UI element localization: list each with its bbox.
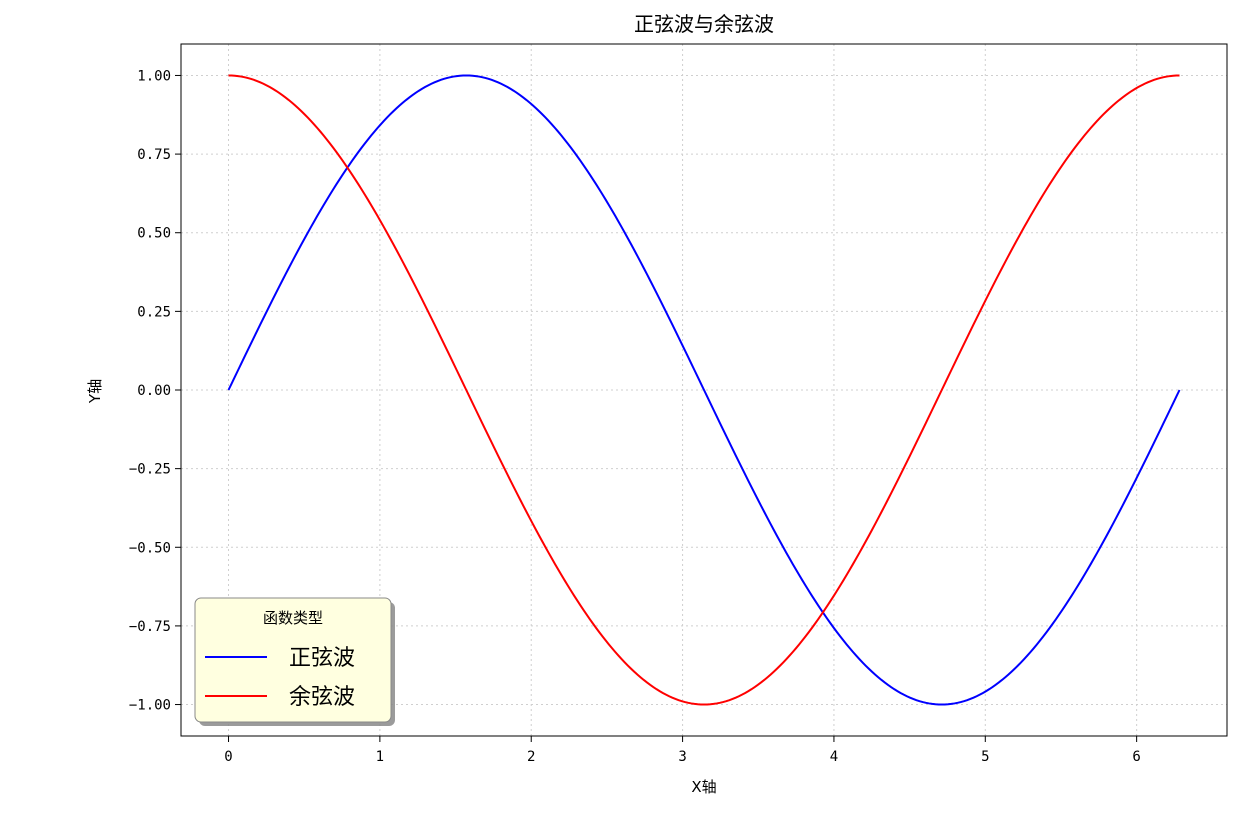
y-tick-label: −0.50 — [129, 540, 171, 556]
plot-lines — [227, 74, 1181, 706]
x-tick-label: 4 — [830, 749, 838, 765]
y-axis: 1.00 0.75 0.50 0.25 0.00 −0.25 −0.50 −0.75 −1.00 — [129, 68, 181, 714]
legend-label-sine: 正弦波 — [289, 646, 355, 671]
legend: 函数类型 正弦波 余弦波 — [194, 597, 395, 726]
y-tick-label: −0.25 — [129, 462, 171, 478]
y-tick-label: 0.50 — [137, 226, 171, 242]
x-tick-label: 5 — [981, 749, 989, 765]
x-tick-label: 1 — [376, 749, 384, 765]
x-tick-label: 6 — [1132, 749, 1140, 765]
cosine-series-line — [228, 74, 1180, 706]
y-tick-label: −0.75 — [129, 619, 171, 635]
x-tick-label: 2 — [527, 749, 535, 765]
grid — [181, 44, 1227, 736]
legend-title: 函数类型 — [263, 609, 323, 627]
x-axis-label: X轴 — [691, 778, 716, 796]
legend-label-cosine: 余弦波 — [289, 685, 355, 710]
x-tick-label: 0 — [224, 749, 232, 765]
y-tick-label: 0.00 — [137, 383, 171, 399]
y-tick-label: 0.75 — [137, 147, 171, 163]
y-tick-label: 1.00 — [137, 68, 171, 84]
y-axis-label: Y轴 — [86, 379, 104, 404]
y-tick-label: −1.00 — [129, 698, 171, 714]
y-tick-label: 0.25 — [137, 304, 171, 320]
chart-title: 正弦波与余弦波 — [634, 12, 774, 36]
sine-series-line — [227, 74, 1181, 706]
legend-box — [194, 597, 392, 723]
x-tick-label: 3 — [678, 749, 686, 765]
x-axis: 0 1 2 3 4 5 6 — [224, 736, 1141, 765]
